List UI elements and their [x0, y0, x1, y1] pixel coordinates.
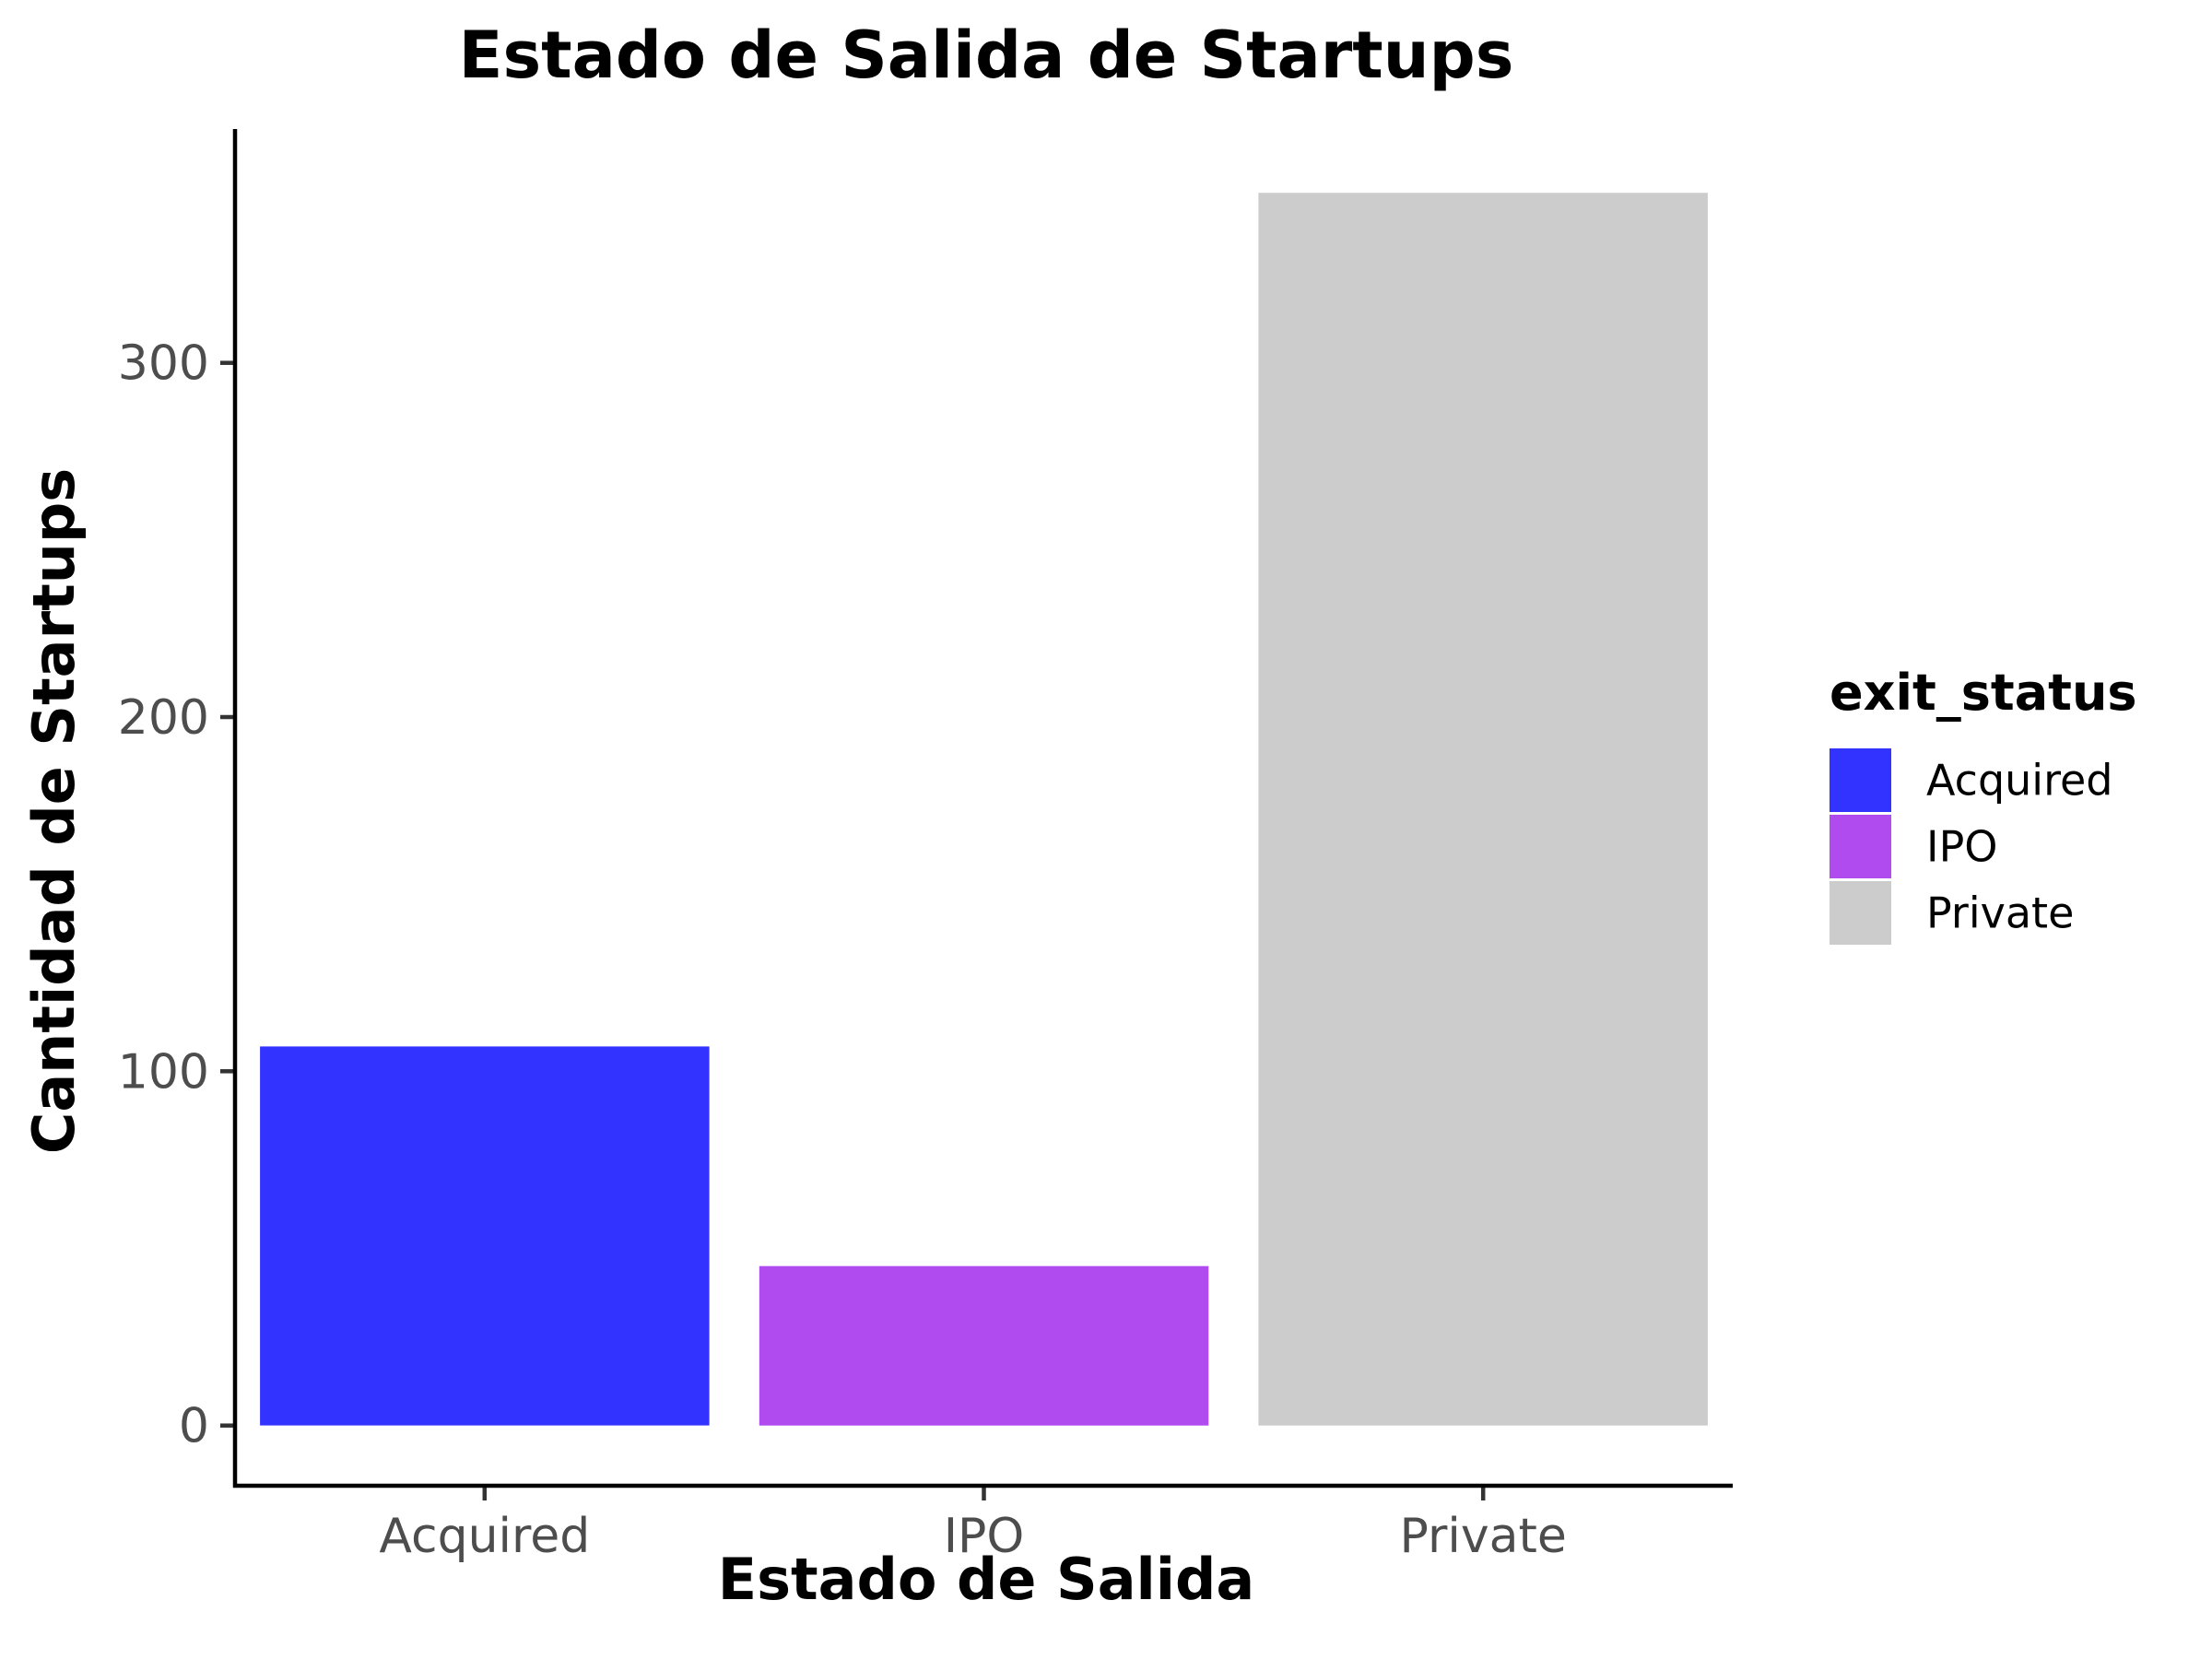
y-tick-label: 100	[118, 1044, 209, 1100]
bars-layer	[260, 193, 1708, 1426]
x-tick-label: IPO	[944, 1509, 1025, 1564]
legend-label-ipo: IPO	[1926, 822, 1998, 872]
legend-key-ipo	[1830, 815, 1891, 878]
legend-label-private: Private	[1926, 888, 2074, 938]
y-axis-ticks: 0 100 200 300	[118, 336, 235, 1454]
x-axis-title: Estado de Salida	[718, 1546, 1255, 1613]
legend-label-acquired: Acquired	[1926, 756, 2113, 806]
legend-items: Acquired IPO Private	[1830, 748, 2113, 945]
x-axis-ticks: Acquired IPO Private	[379, 1486, 1567, 1564]
legend-key-acquired	[1830, 748, 1891, 812]
bar-private	[1258, 193, 1708, 1426]
bar-acquired	[260, 1046, 710, 1426]
bar-ipo	[759, 1265, 1209, 1426]
y-tick-label: 300	[118, 336, 209, 392]
legend-title: exit_status	[1830, 664, 2137, 722]
y-axis-title: Cantidad de Startups	[20, 468, 88, 1154]
x-tick-label: Private	[1400, 1509, 1567, 1564]
y-tick-label: 200	[118, 690, 209, 746]
y-tick-label: 0	[179, 1399, 209, 1454]
chart-title: Estado de Salida de Startups	[459, 18, 1514, 93]
legend-key-private	[1830, 881, 1891, 945]
legend: exit_status Acquired IPO Private	[1830, 664, 2137, 945]
x-tick-label: Acquired	[379, 1509, 590, 1564]
